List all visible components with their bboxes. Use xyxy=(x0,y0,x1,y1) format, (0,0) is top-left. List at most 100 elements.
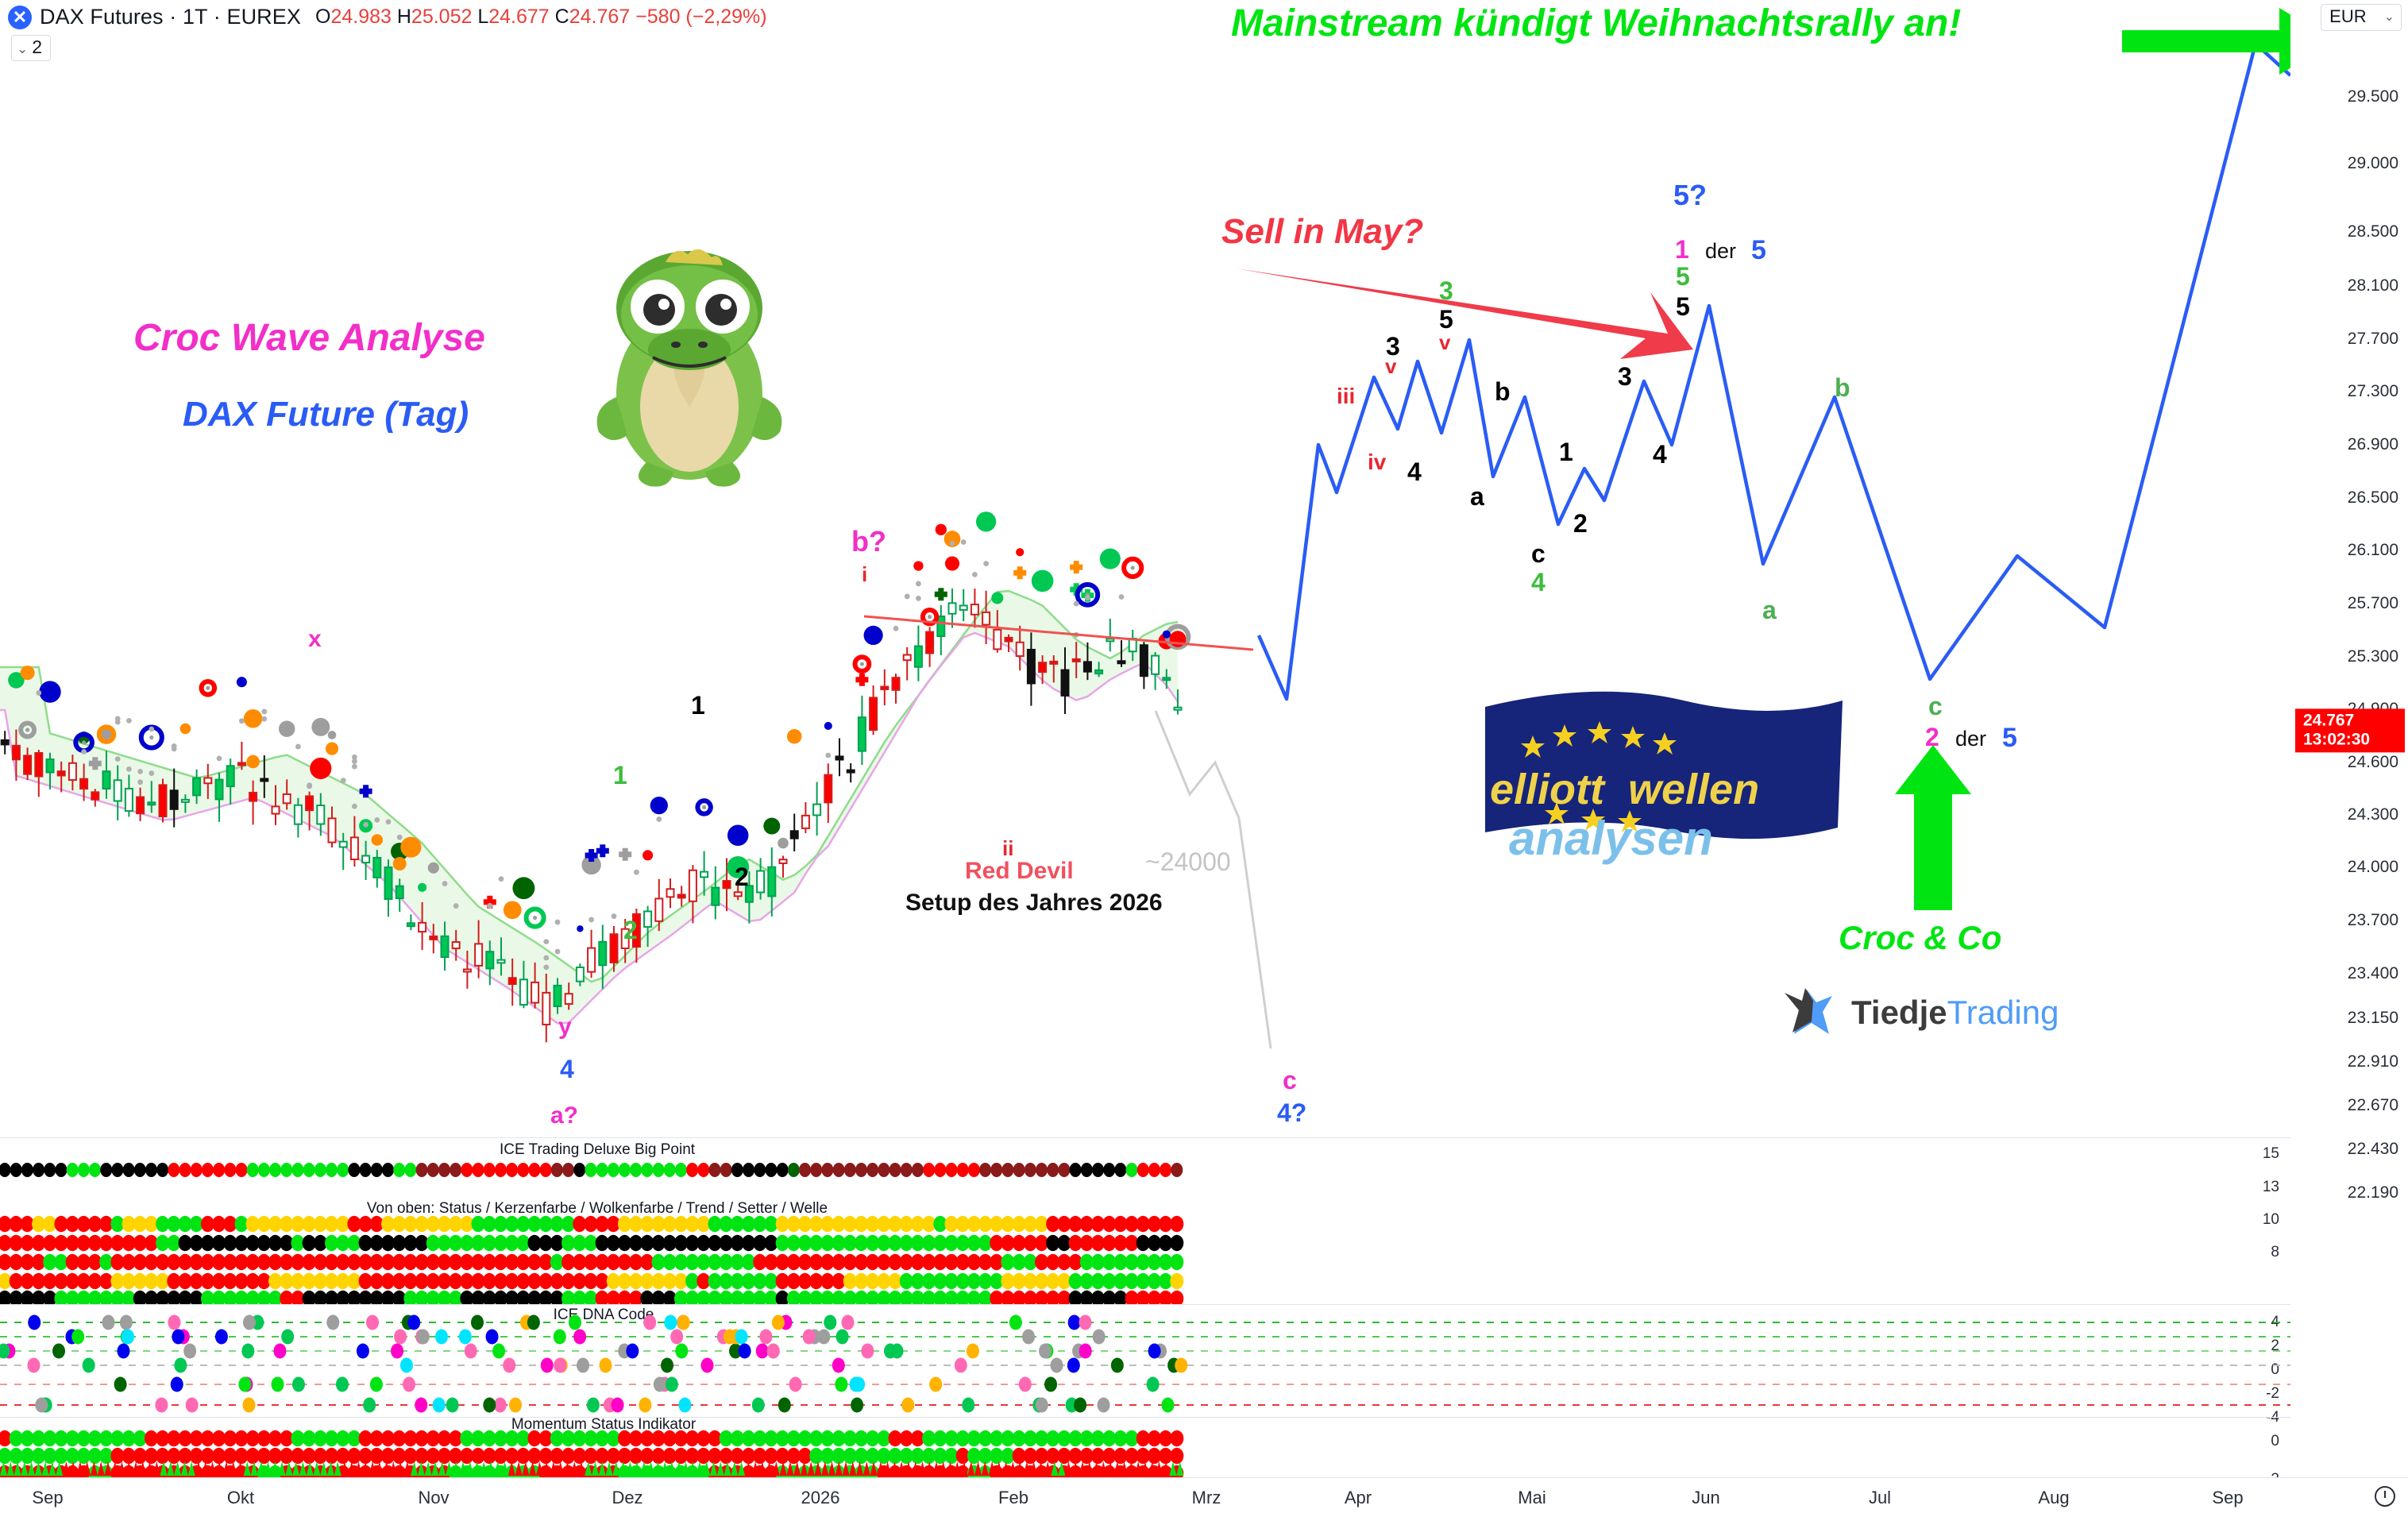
indicator-collapse-button[interactable]: ⌄ 2 xyxy=(11,35,52,61)
change-value: −580 (−2,29%) xyxy=(635,6,767,28)
pane-scale-tick: 2 xyxy=(2271,1338,2279,1354)
time-tick: Mai xyxy=(1518,1488,1546,1507)
wave-label-n5-blk-1: 5 xyxy=(1439,305,1453,334)
annotation-setup-des-jahres: Setup des Jahres 2026 xyxy=(905,890,1163,916)
wave-label-n5-grn-2: 5 xyxy=(1676,262,1690,291)
pane-scale-tick: 10 xyxy=(2262,1211,2279,1228)
wave-label-n2-blk: 2 xyxy=(735,863,749,891)
price-tick: 25.700 xyxy=(2347,594,2398,612)
time-tick: Dez xyxy=(612,1488,643,1507)
time-tick: Jul xyxy=(1868,1488,1892,1507)
wave-label-x: x xyxy=(308,626,322,652)
wave-label-c-grn-1: c xyxy=(1531,539,1546,568)
pane-ice-dna-code[interactable]: ICE DNA Code 420-2-4 xyxy=(0,1304,2290,1426)
price-tick: 26.900 xyxy=(2347,435,2398,454)
wave-label-iv-red: iv xyxy=(1368,450,1387,474)
time-tick: Apr xyxy=(1344,1488,1372,1507)
chart-header: ✕ DAX Futures · 1T · EUREX O24.983 H25.0… xyxy=(8,5,767,29)
open-label: O xyxy=(315,6,331,28)
wave-label-n4-blk-2: 4 xyxy=(1653,440,1667,469)
wave-label-ii-red: ii xyxy=(1002,836,1014,860)
annotation-dax-future-tag: DAX Future (Tag) xyxy=(183,395,469,434)
current-price-badge: 24.767 13:02:30 xyxy=(2295,708,2405,753)
wave-label-b-grn-2: b xyxy=(1835,373,1850,402)
wave-label-iii-red: iii xyxy=(1337,384,1356,408)
price-tick: 25.300 xyxy=(2347,647,2398,666)
symbol-logo-icon: ✕ xyxy=(8,5,32,29)
svg-text:elliott: elliott xyxy=(1490,766,1606,813)
current-price-time: 13:02:30 xyxy=(2303,730,2371,749)
time-axis[interactable]: Sep Okt Nov Dez 2026 Feb Mrz Apr Mai Jun Jul Aug Sep xyxy=(0,1477,2408,1517)
price-tick: 29.000 xyxy=(2347,154,2398,172)
wave-label-n1-blk: 1 xyxy=(691,691,705,720)
main-chart-canvas[interactable] xyxy=(0,0,2290,1136)
wave-label-n3-blk-2: 3 xyxy=(1618,362,1632,391)
price-tick: 22.430 xyxy=(2347,1140,2398,1158)
ohlc-values: O24.983 H25.052 L24.677 C24.767 −580 (−2… xyxy=(315,6,767,29)
wave-label-n5-blu-1: 5 xyxy=(1751,235,1766,265)
annotation-sell-in-may: Sell in May? xyxy=(1221,212,1424,251)
wave-label-n4-blu: 4 xyxy=(560,1055,574,1083)
wave-label-n1-grn: 1 xyxy=(613,761,627,789)
wave-label-n4q-blu: 4? xyxy=(1277,1098,1307,1127)
wave-label-a-q: a? xyxy=(550,1102,579,1129)
price-tick: 26.100 xyxy=(2347,541,2398,559)
time-tick: Feb xyxy=(998,1488,1028,1507)
wave-label-n2-mag-2: 2 xyxy=(1925,723,1939,751)
trading-text: Trading xyxy=(1947,994,2059,1031)
symbol-title[interactable]: DAX Futures · 1T · EUREX xyxy=(40,5,301,29)
low-value: 24.677 xyxy=(488,6,550,28)
wave-label-c-grn-2: c xyxy=(1928,692,1943,720)
tiedje-text: Tiedje xyxy=(1851,994,1947,1031)
price-tick: 27.700 xyxy=(2347,330,2398,348)
low-label: L xyxy=(477,6,489,28)
pane-scale-ice-trading: 15 13 10 8 xyxy=(2173,1138,2290,1304)
high-label: H xyxy=(396,6,411,28)
price-tick: 27.300 xyxy=(2347,382,2398,400)
pane-title-ice-trading: ICE Trading Deluxe Big Point xyxy=(499,1141,696,1158)
current-price-value: 24.767 xyxy=(2303,711,2355,730)
close-label: C xyxy=(554,6,569,28)
clock-icon[interactable] xyxy=(2375,1486,2395,1507)
price-axis[interactable]: 30.00029.50029.00028.50028.10027.70027.3… xyxy=(2290,0,2408,1202)
tiedje-trading-wordmark: TiedjeTrading xyxy=(1851,994,2059,1032)
pane-scale-tick: 8 xyxy=(2271,1244,2279,1260)
price-tick: 28.500 xyxy=(2347,222,2398,241)
currency-selector[interactable]: EUR ⌄ xyxy=(2321,4,2402,31)
time-tick: Nov xyxy=(418,1488,450,1507)
annotation-red-devil: Red Devil xyxy=(965,858,1074,884)
elliott-wellen-analysen-logo: elliott wellen analysen xyxy=(1485,691,1843,865)
price-tick: 24.600 xyxy=(2347,753,2398,771)
crocodile-mascot-image xyxy=(596,249,782,487)
tiedje-trading-logo: TiedjeTrading xyxy=(1783,985,2059,1040)
price-tick: 23.700 xyxy=(2347,911,2398,929)
price-tick: 22.190 xyxy=(2347,1183,2398,1202)
wave-label-a-blk-1: a xyxy=(1470,482,1484,511)
price-tick: 28.100 xyxy=(2347,276,2398,295)
open-value: 24.983 xyxy=(330,6,392,28)
wave-label-der-2: der xyxy=(1955,727,1987,751)
pane-scale-tick: 15 xyxy=(2262,1145,2279,1162)
wave-label-b-q: b? xyxy=(851,525,886,558)
price-tick: 22.670 xyxy=(2347,1096,2398,1114)
annotation-croc-wave-analyse: Croc Wave Analyse xyxy=(133,317,485,359)
wave-label-n3-blk-1: 3 xyxy=(1386,332,1400,361)
wave-label-der-1: der xyxy=(1705,239,1737,263)
time-tick: Okt xyxy=(226,1488,255,1507)
time-tick: 2026 xyxy=(801,1488,840,1507)
svg-text:wellen: wellen xyxy=(1628,766,1759,813)
time-tick: Sep xyxy=(32,1488,64,1507)
price-tick: 22.910 xyxy=(2347,1052,2398,1071)
wave-label-n2-blk-2: 2 xyxy=(1573,509,1588,538)
wave-label-n5q-blu: 5? xyxy=(1673,179,1708,211)
currency-label: EUR xyxy=(2329,6,2367,26)
pane-ice-trading-deluxe[interactable]: ICE Trading Deluxe Big Point Von oben: S… xyxy=(0,1137,2290,1305)
wave-label-n2-grn: 2 xyxy=(623,916,638,944)
wave-label-n1-mag: 1 xyxy=(1675,235,1689,264)
indicator-count-label: 2 xyxy=(32,37,43,57)
pane-scale-tick: 0 xyxy=(2271,1361,2279,1378)
svg-text:analysen: analysen xyxy=(1509,812,1713,865)
price-tick: 26.500 xyxy=(2347,488,2398,507)
price-tick: 24.300 xyxy=(2347,805,2398,824)
